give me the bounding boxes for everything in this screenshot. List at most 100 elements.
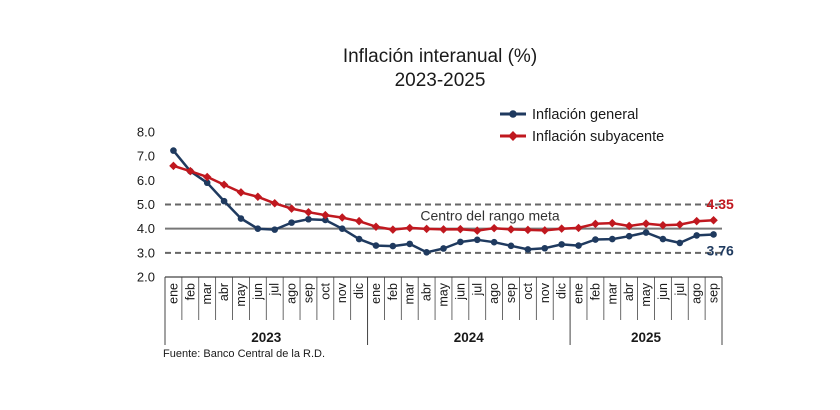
y-tick-label: 4.0 [137,221,155,236]
data-point-general [625,232,633,240]
data-point-core [354,216,364,226]
source-note: Fuente: Banco Central de la R.D. [163,348,325,360]
month-label: mar [200,283,214,305]
month-label: jul [268,283,282,297]
data-point-general [170,147,177,154]
chart-subtitle: 2023-2025 [395,70,486,91]
month-label: dic [352,283,366,299]
data-point-core [557,224,566,233]
month-label: mar [605,283,619,305]
data-point-general [355,235,363,243]
data-point-core [287,204,296,213]
x-axis: ene feb mar abr may jun jul ago sep oct nov dic ene f… [164,276,723,345]
month-label: jul [673,283,687,297]
month-label: feb [386,283,400,300]
data-point-general [710,231,717,238]
month-label: may [639,282,653,306]
data-point-core [405,223,414,233]
end-value-label: 3.76 [707,242,734,258]
data-point-core [489,223,499,233]
month-label: jun [251,283,265,301]
data-point-general [406,240,414,248]
data-point-core [641,219,651,228]
data-point-general [676,239,684,247]
month-label: ago [487,283,501,304]
month-label: feb [588,283,602,300]
data-point-core [574,223,583,233]
data-point-core [388,225,398,234]
y-tick-label: 5.0 [137,197,155,212]
data-point-core [337,213,347,222]
month-label: oct [521,282,535,299]
month-label: nov [538,282,552,303]
data-point-core [371,222,381,231]
data-point-general [372,242,380,249]
data-point-core [709,215,718,225]
data-point-general [524,246,532,253]
month-label: ene [369,283,383,304]
legend-marker-general [509,110,517,118]
data-point-general [203,179,211,187]
data-point-core [169,161,178,171]
data-point-general [693,232,700,239]
year-label: 2023 [251,330,282,345]
data-point-core [321,210,330,220]
data-point-core [186,166,195,176]
data-point-core [523,225,533,235]
data-point-core [422,224,431,234]
month-label: jul [470,283,484,297]
data-point-core [540,226,550,235]
month-label: oct [318,282,332,299]
year-label: 2025 [631,330,662,345]
data-point-core [439,225,448,234]
series-layer: 3.76 4.35 [169,147,734,258]
month-label: dic [555,283,569,299]
series-line-0 [172,149,714,254]
data-point-general [457,238,464,246]
data-point-general [642,229,650,236]
y-axis: 2.0 3.0 4.0 5.0 6.0 7.0 8.0 [137,125,155,285]
end-value-label: 4.35 [707,196,734,212]
month-label: ago [690,283,704,304]
month-label: sep [707,283,721,303]
data-point-general [254,225,262,232]
data-point-core [202,172,212,182]
data-point-general [220,197,228,205]
data-point-general [389,242,397,250]
month-label: may [437,282,451,306]
month-label: jun [453,283,467,301]
legend: Inflación general Inflación subyacente [500,107,664,145]
data-point-general [507,242,515,250]
data-point-general [592,236,599,243]
data-point-general [558,241,565,248]
month-label: ene [572,283,586,304]
month-label: abr [217,283,231,301]
y-tick-label: 6.0 [137,173,155,188]
month-label: mar [403,283,417,305]
data-point-general [237,215,245,222]
month-label: sep [504,283,518,303]
y-tick-label: 3.0 [137,245,155,260]
data-point-core [253,192,263,202]
data-point-general [338,225,346,232]
month-label: feb [183,283,197,300]
data-point-general [473,236,481,244]
data-point-general [271,226,279,233]
legend-marker-core [508,131,518,141]
month-label: sep [301,283,315,303]
target-center-label: Centro del rango meta [420,208,560,224]
year-label: 2024 [454,330,485,345]
data-point-general [305,215,312,223]
data-point-core [270,199,279,208]
month-label: abr [420,283,434,301]
data-point-general [490,238,498,246]
data-point-core [473,226,482,235]
data-point-general [322,216,329,224]
legend-label-general: Inflación general [532,107,638,123]
data-point-general [423,249,430,256]
y-tick-label: 7.0 [137,149,155,164]
legend-label-core: Inflación subyacente [532,129,664,145]
month-label: ene [166,283,180,304]
data-point-general [575,242,582,249]
